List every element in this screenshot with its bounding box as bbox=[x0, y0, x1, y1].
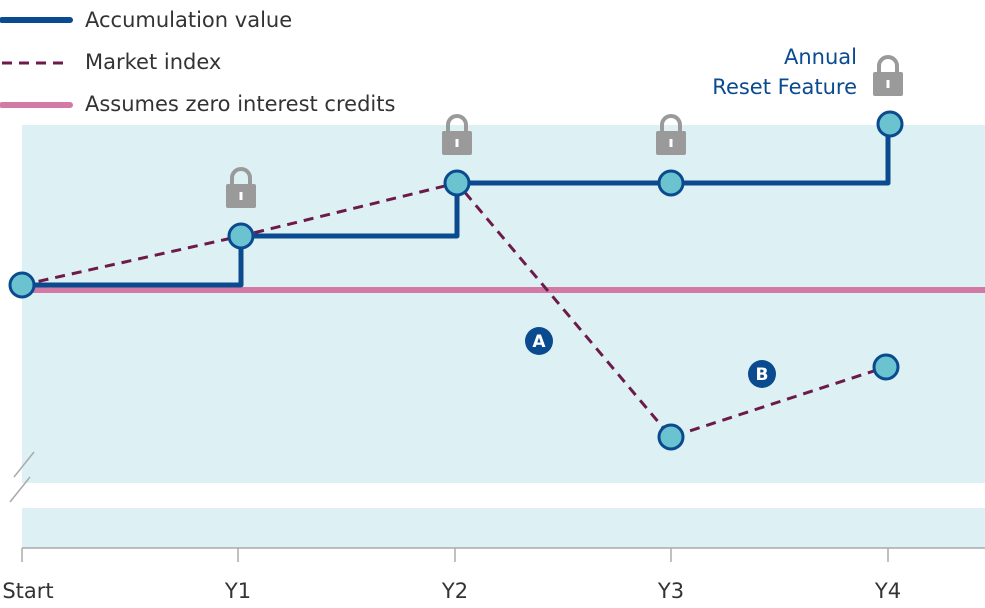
zone bbox=[22, 125, 985, 483]
legend-label: Assumes zero interest credits bbox=[85, 92, 395, 116]
points bbox=[8, 110, 904, 451]
accumulation-line bbox=[22, 124, 891, 288]
x-label: Y3 bbox=[657, 579, 684, 603]
x-label: Y1 bbox=[224, 579, 251, 603]
marker-badge bbox=[748, 360, 776, 388]
x-label: Y4 bbox=[874, 579, 901, 603]
marker-badge bbox=[525, 327, 553, 355]
axis-break bbox=[13, 451, 35, 478]
x-axis bbox=[21, 547, 985, 562]
annotation: Reset Feature bbox=[712, 75, 857, 99]
legend-label: Accumulation value bbox=[85, 8, 292, 32]
locks bbox=[226, 55, 903, 208]
marker-label: A bbox=[532, 332, 546, 352]
legend-label: Market index bbox=[85, 50, 221, 74]
zone-lower bbox=[22, 508, 985, 548]
x-label: Start bbox=[2, 579, 53, 603]
marker-label: B bbox=[756, 365, 769, 385]
axis-break bbox=[9, 476, 31, 503]
x-label: Y2 bbox=[441, 579, 468, 603]
annotation: Annual bbox=[784, 45, 857, 69]
